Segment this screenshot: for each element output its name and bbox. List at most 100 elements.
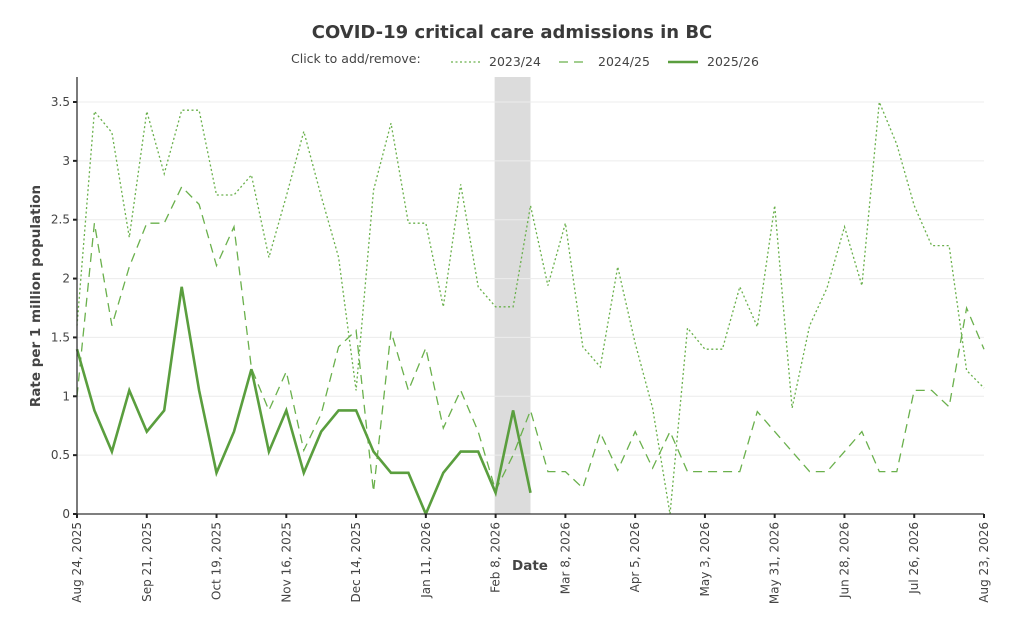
data-point-2025-26[interactable] bbox=[301, 470, 307, 476]
data-point-2023-24[interactable] bbox=[562, 220, 568, 226]
data-point-2024-25[interactable] bbox=[580, 485, 586, 491]
data-point-2024-25[interactable] bbox=[754, 409, 760, 415]
data-point-2023-24[interactable] bbox=[859, 283, 865, 289]
data-point-2024-25[interactable] bbox=[440, 425, 446, 431]
data-point-2024-25[interactable] bbox=[91, 220, 97, 226]
data-point-2023-24[interactable] bbox=[580, 344, 586, 350]
data-point-2023-24[interactable] bbox=[615, 264, 621, 270]
data-point-2025-26[interactable] bbox=[528, 490, 534, 496]
data-point-2024-25[interactable] bbox=[859, 429, 865, 435]
data-point-2023-24[interactable] bbox=[650, 405, 656, 411]
data-point-2023-24[interactable] bbox=[353, 387, 359, 393]
data-point-2025-26[interactable] bbox=[248, 366, 254, 372]
data-point-2023-24[interactable] bbox=[929, 243, 935, 249]
data-point-2023-24[interactable] bbox=[789, 405, 795, 411]
data-point-2025-26[interactable] bbox=[510, 407, 516, 413]
data-point-2024-25[interactable] bbox=[684, 469, 690, 475]
data-point-2023-24[interactable] bbox=[161, 171, 167, 177]
data-point-2023-24[interactable] bbox=[510, 304, 516, 310]
data-point-2024-25[interactable] bbox=[161, 220, 167, 226]
data-point-2024-25[interactable] bbox=[911, 387, 917, 393]
data-point-2024-25[interactable] bbox=[528, 407, 534, 413]
data-point-2025-26[interactable] bbox=[405, 470, 411, 476]
data-point-2024-25[interactable] bbox=[405, 387, 411, 393]
data-point-2024-25[interactable] bbox=[562, 469, 568, 475]
data-point-2025-26[interactable] bbox=[144, 429, 150, 435]
legend-item-2023-24[interactable]: 2023/24 bbox=[451, 54, 541, 69]
data-point-2023-24[interactable] bbox=[719, 346, 725, 352]
data-point-2025-26[interactable] bbox=[318, 429, 324, 435]
data-point-2023-24[interactable] bbox=[545, 283, 551, 289]
data-point-2023-24[interactable] bbox=[964, 367, 970, 373]
data-point-2023-24[interactable] bbox=[405, 220, 411, 226]
data-point-2023-24[interactable] bbox=[597, 364, 603, 370]
data-point-2024-25[interactable] bbox=[510, 452, 516, 458]
data-point-2024-25[interactable] bbox=[929, 387, 935, 393]
data-point-2024-25[interactable] bbox=[318, 411, 324, 417]
data-point-2023-24[interactable] bbox=[336, 254, 342, 260]
data-point-2024-25[interactable] bbox=[231, 224, 237, 230]
data-point-2024-25[interactable] bbox=[719, 469, 725, 475]
data-point-2023-24[interactable] bbox=[231, 192, 237, 198]
data-point-2025-26[interactable] bbox=[231, 429, 237, 435]
data-point-2023-24[interactable] bbox=[458, 181, 464, 187]
data-point-2024-25[interactable] bbox=[336, 344, 342, 350]
data-point-2023-24[interactable] bbox=[301, 128, 307, 134]
data-point-2025-26[interactable] bbox=[493, 490, 499, 496]
data-point-2023-24[interactable] bbox=[214, 192, 220, 198]
data-point-2023-24[interactable] bbox=[702, 346, 708, 352]
data-point-2025-26[interactable] bbox=[475, 449, 481, 455]
legend-item-2025-26[interactable]: 2025/26 bbox=[668, 54, 759, 69]
data-point-2024-25[interactable] bbox=[214, 263, 220, 269]
data-point-2025-26[interactable] bbox=[336, 407, 342, 413]
data-point-2024-25[interactable] bbox=[545, 469, 551, 475]
data-point-2023-24[interactable] bbox=[807, 323, 813, 329]
data-point-2023-24[interactable] bbox=[911, 203, 917, 209]
data-point-2024-25[interactable] bbox=[283, 369, 289, 375]
data-point-2023-24[interactable] bbox=[126, 234, 132, 240]
data-point-2025-26[interactable] bbox=[266, 449, 272, 455]
data-point-2024-25[interactable] bbox=[179, 184, 185, 190]
data-point-2024-25[interactable] bbox=[632, 429, 638, 435]
data-point-2023-24[interactable] bbox=[266, 254, 272, 260]
data-point-2023-24[interactable] bbox=[179, 107, 185, 113]
data-point-2025-26[interactable] bbox=[214, 470, 220, 476]
data-point-2023-24[interactable] bbox=[841, 224, 847, 230]
data-point-2023-24[interactable] bbox=[248, 172, 254, 178]
data-point-2024-25[interactable] bbox=[597, 430, 603, 436]
data-point-2024-25[interactable] bbox=[789, 449, 795, 455]
data-point-2025-26[interactable] bbox=[196, 387, 202, 393]
data-point-2025-26[interactable] bbox=[440, 470, 446, 476]
data-point-2024-25[interactable] bbox=[301, 447, 307, 453]
series-line-2025-26[interactable] bbox=[75, 286, 532, 518]
data-point-2024-25[interactable] bbox=[807, 469, 813, 475]
data-point-2024-25[interactable] bbox=[876, 469, 882, 475]
data-point-2023-24[interactable] bbox=[754, 324, 760, 330]
data-point-2024-25[interactable] bbox=[946, 404, 952, 410]
data-point-2023-24[interactable] bbox=[894, 141, 900, 147]
data-point-2023-24[interactable] bbox=[144, 108, 150, 114]
data-point-2023-24[interactable] bbox=[196, 107, 202, 113]
data-point-2024-25[interactable] bbox=[702, 469, 708, 475]
data-point-2025-26[interactable] bbox=[283, 407, 289, 413]
data-point-2024-25[interactable] bbox=[266, 407, 272, 413]
data-point-2024-25[interactable] bbox=[109, 323, 115, 329]
data-point-2025-26[interactable] bbox=[91, 407, 97, 413]
data-point-2023-24[interactable] bbox=[371, 187, 377, 193]
data-point-2024-25[interactable] bbox=[353, 327, 359, 333]
data-point-2023-24[interactable] bbox=[440, 304, 446, 310]
data-point-2024-25[interactable] bbox=[964, 305, 970, 311]
data-point-2023-24[interactable] bbox=[318, 193, 324, 199]
data-point-2023-24[interactable] bbox=[493, 304, 499, 310]
series-line-2024-25[interactable] bbox=[76, 185, 985, 493]
data-point-2024-25[interactable] bbox=[458, 387, 464, 393]
legend-item-2024-25[interactable]: 2024/25 bbox=[559, 54, 650, 69]
data-point-2024-25[interactable] bbox=[737, 469, 743, 475]
data-point-2024-25[interactable] bbox=[144, 220, 150, 226]
data-point-2025-26[interactable] bbox=[388, 470, 394, 476]
data-point-2023-24[interactable] bbox=[981, 385, 987, 391]
data-point-2023-24[interactable] bbox=[91, 108, 97, 114]
data-point-2025-26[interactable] bbox=[179, 284, 185, 290]
data-point-2024-25[interactable] bbox=[423, 345, 429, 351]
data-point-2025-26[interactable] bbox=[109, 449, 115, 455]
